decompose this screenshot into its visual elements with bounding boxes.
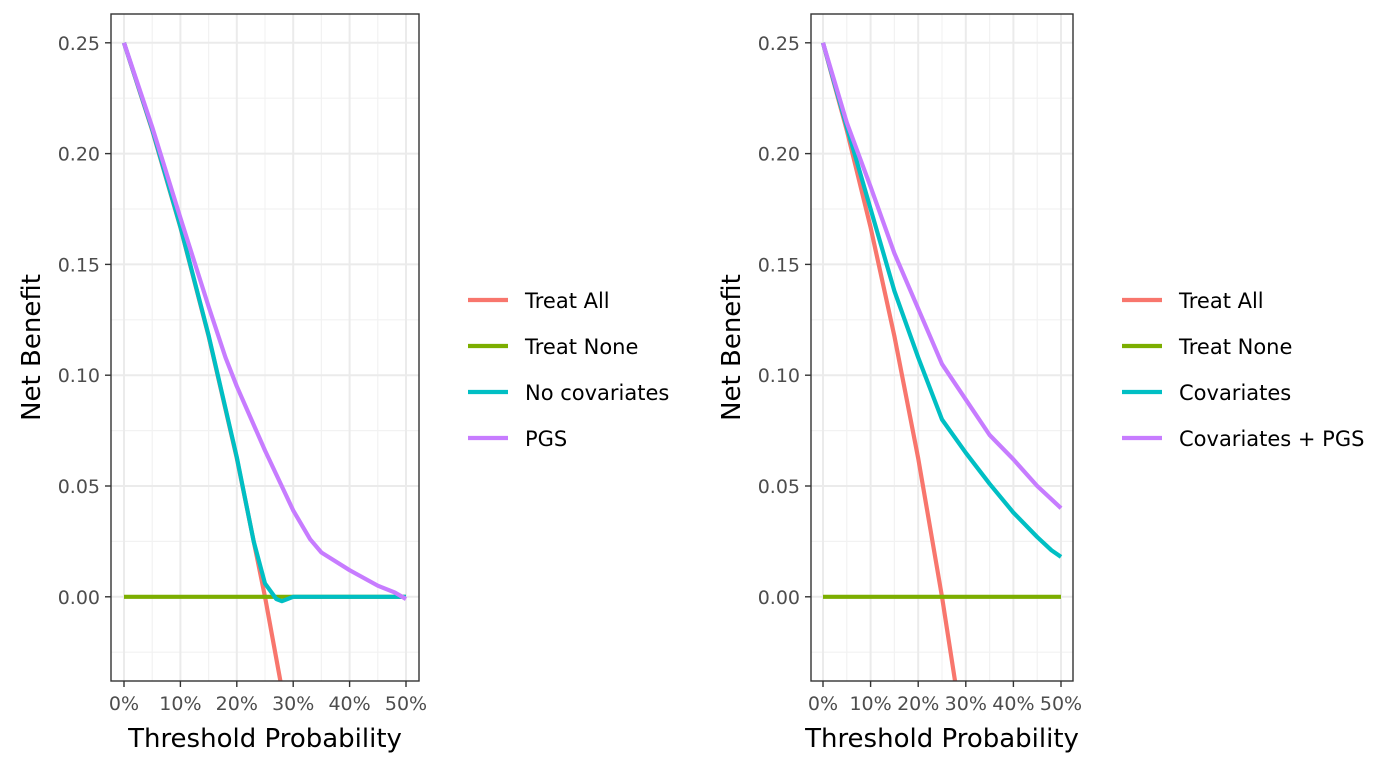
series-line-covariates-pgs: [820, 42, 1063, 510]
x-tick-label: 10%: [849, 693, 891, 715]
series-line-pgs: [122, 42, 408, 601]
y-axis-title: Net Benefit: [17, 274, 47, 421]
x-tick-label: 30%: [945, 693, 987, 715]
series-line-covariates: [820, 42, 1063, 559]
legend-label-no-covariates: No covariates: [525, 381, 669, 405]
y-tick-label: 0.00: [58, 587, 100, 609]
y-tick-label: 0.10: [58, 365, 100, 387]
x-tick-label: 40%: [992, 693, 1034, 715]
y-axis-title: Net Benefit: [717, 274, 747, 421]
legend-label-pgs: PGS: [525, 427, 567, 451]
x-tick-label: 40%: [328, 693, 370, 715]
legend-label-covariates-pgs: Covariates + PGS: [1179, 427, 1364, 451]
x-tick-label: 0%: [109, 693, 139, 715]
x-axis-title: Threshold Probability: [804, 724, 1079, 754]
x-tick-label: 20%: [216, 693, 258, 715]
x-tick-label: 50%: [1040, 693, 1082, 715]
y-tick-label: 0.05: [758, 476, 800, 498]
panel-border: [810, 13, 1074, 682]
x-axis-title: Threshold Probability: [127, 724, 402, 754]
y-tick-label: 0.25: [758, 33, 800, 55]
x-tick-label: 30%: [272, 693, 314, 715]
y-tick-label: 0.25: [58, 33, 100, 55]
x-tick-label: 0%: [808, 693, 838, 715]
y-tick-label: 0.20: [758, 144, 800, 166]
legend: Treat All Treat None No covariates PGS: [468, 289, 669, 451]
y-tick-label: 0.05: [58, 476, 100, 498]
legend-label-treat-all: Treat All: [1178, 289, 1264, 313]
x-tick-label: 10%: [159, 693, 201, 715]
panel-border: [110, 13, 420, 682]
series-lines: [820, 42, 1063, 681]
legend: Treat All Treat None Covariates Covariates …: [1122, 289, 1364, 451]
minor-grid: [111, 14, 419, 681]
legend-label-treat-none: Treat None: [1178, 335, 1292, 359]
right-decision-curve-panel: 0.00 0.05 0.10 0.15 0.20 0.25 0% 10% 20% 30% 40% 50…: [717, 13, 1364, 754]
y-tick-label: 0.15: [758, 254, 800, 276]
legend-label-covariates: Covariates: [1179, 381, 1291, 405]
x-tick-label: 20%: [897, 693, 939, 715]
y-tick-label: 0.10: [758, 365, 800, 387]
y-tick-label: 0.00: [758, 587, 800, 609]
y-tick-label: 0.15: [58, 254, 100, 276]
series-lines: [122, 42, 408, 681]
legend-label-treat-all: Treat All: [524, 289, 610, 313]
legend-label-treat-none: Treat None: [524, 335, 638, 359]
left-decision-curve-panel: 0.00 0.05 0.10 0.15 0.20 0.25 0% 10% 20% 30% 40% 50…: [17, 13, 669, 754]
x-tick-label: 50%: [385, 693, 427, 715]
y-tick-label: 0.20: [58, 144, 100, 166]
